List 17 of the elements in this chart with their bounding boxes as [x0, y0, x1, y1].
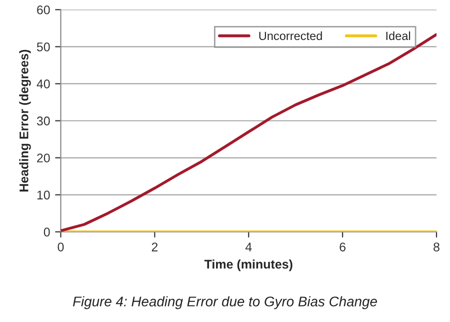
- legend-label: Uncorrected: [259, 31, 322, 40]
- x-axis-title: Time (minutes): [204, 259, 292, 272]
- y-tick-label: 20: [37, 154, 50, 162]
- x-tick-label: 8: [434, 242, 440, 252]
- x-tick-label: 0: [58, 242, 64, 252]
- y-axis-title: Heading Error (degrees): [19, 50, 31, 192]
- y-tick-label: 30: [36, 116, 50, 126]
- legend-label: Ideal: [386, 31, 410, 40]
- y-tick-label: 0: [44, 228, 50, 236]
- x-tick-label: 2: [152, 242, 158, 252]
- y-tick-label: 60: [37, 5, 50, 14]
- y-tick-label: 40: [36, 80, 50, 88]
- y-tick-label: 10: [37, 190, 50, 200]
- caption: Figure 4: Heading Error due to Gyro Bias Change: [72, 296, 377, 310]
- x-tick-label: 6: [340, 242, 346, 252]
- y-tick-label: 50: [36, 42, 50, 52]
- x-tick-label: 4: [245, 242, 252, 252]
